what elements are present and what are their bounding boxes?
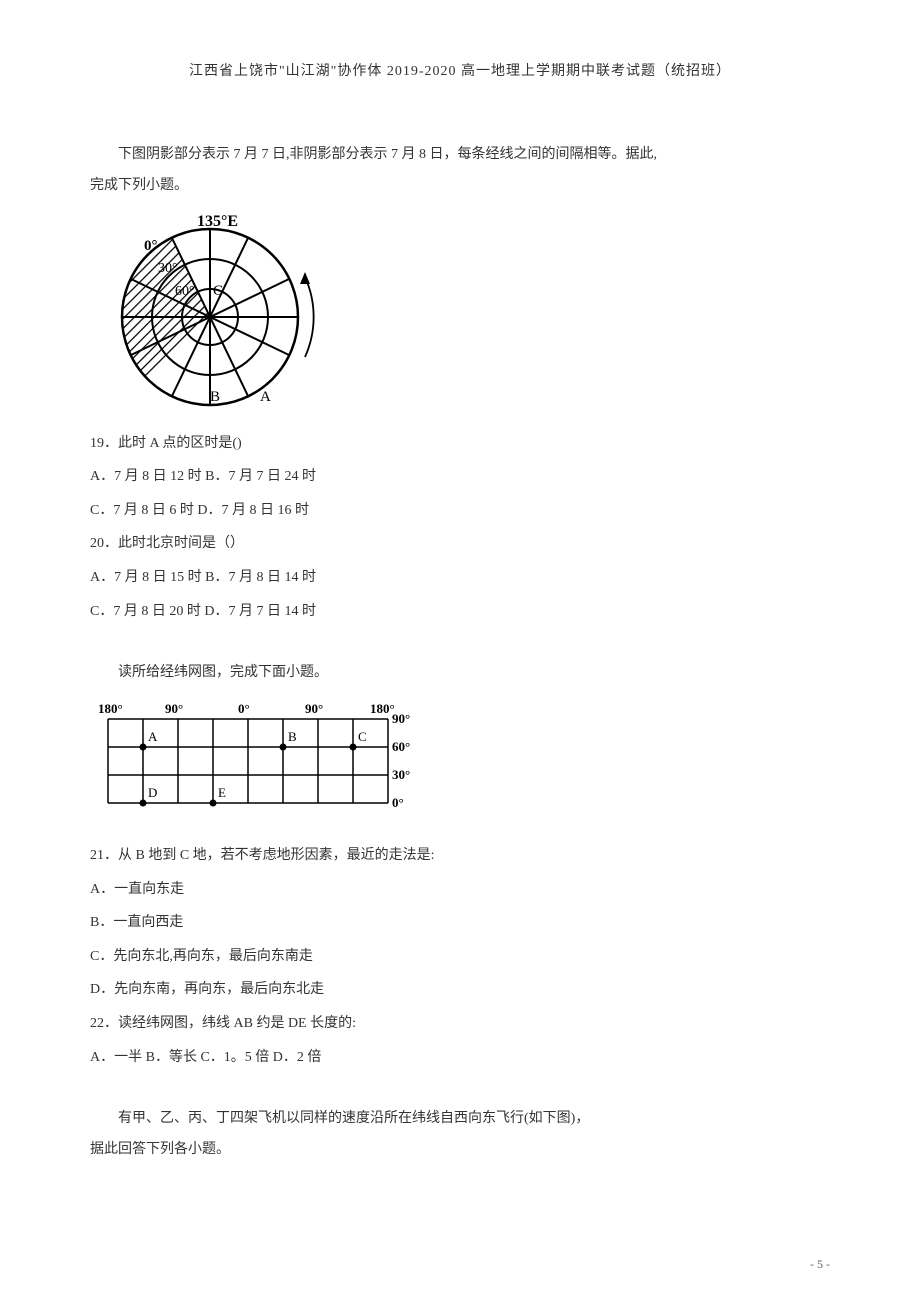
section1-intro-line2: 完成下列小题。 <box>90 171 830 202</box>
q20-opts-cd: C．7 月 8 日 20 时 D．7 月 7 日 14 时 <box>90 595 830 629</box>
q22-opts: A．一半 B．等长 C．1。5 倍 D．2 倍 <box>90 1041 830 1075</box>
svg-text:0°: 0° <box>238 701 250 716</box>
label-135e: 135°E <box>197 213 238 230</box>
q21-opt-c: C．先向东北,再向东，最后向东南走 <box>90 940 830 974</box>
section3-intro1: 有甲、乙、丙、丁四架飞机以同样的速度沿所在纬线自西向东飞行(如下图)， <box>90 1104 830 1135</box>
page-header: 江西省上饶市"山江湖"协作体 2019-2020 高一地理上学期期中联考试题（统… <box>90 60 830 80</box>
svg-text:E: E <box>218 785 226 800</box>
label-30deg: 30° <box>158 261 178 276</box>
svg-text:90°: 90° <box>392 711 410 726</box>
q20-prompt: 20．此时北京时间是（） <box>90 527 830 561</box>
svg-text:180°: 180° <box>98 701 123 716</box>
svg-text:30°: 30° <box>392 767 410 782</box>
svg-text:90°: 90° <box>165 701 183 716</box>
svg-text:A: A <box>148 729 158 744</box>
polar-diagram: 135°E 0° 30° 60° C B A <box>110 212 830 412</box>
svg-text:D: D <box>148 785 157 800</box>
q21-prompt: 21．从 B 地到 C 地，若不考虑地形因素，最近的走法是: <box>90 839 830 873</box>
q21-opt-d: D．先向东南，再向东，最后向东北走 <box>90 973 830 1007</box>
svg-text:C: C <box>358 729 367 744</box>
svg-text:60°: 60° <box>392 739 410 754</box>
q22-prompt: 22．读经纬网图，纬线 AB 约是 DE 长度的: <box>90 1007 830 1041</box>
label-60deg: 60° <box>175 284 195 299</box>
label-a: A <box>260 389 271 405</box>
svg-text:B: B <box>288 729 297 744</box>
section3-intro2: 据此回答下列各小题。 <box>90 1135 830 1166</box>
q21-opt-a: A．一直向东走 <box>90 873 830 907</box>
label-0deg: 0° <box>144 238 158 254</box>
q21-opt-b: B．一直向西走 <box>90 906 830 940</box>
grid-diagram: 180° 90° 0° 90° 180° 90° 60° 30° 0° <box>90 699 830 824</box>
section1-intro-line1: 下图阴影部分表示 7 月 7 日,非阴影部分表示 7 月 8 日，每条经线之间的… <box>90 140 830 171</box>
section2-intro: 读所给经纬网图，完成下面小题。 <box>90 658 830 689</box>
page-number: - 5 - <box>810 1257 830 1272</box>
q19-opts-cd: C．7 月 8 日 6 时 D．7 月 8 日 16 时 <box>90 494 830 528</box>
label-c: C <box>213 283 223 299</box>
q19-opts-ab: A．7 月 8 日 12 时 B．7 月 7 日 24 时 <box>90 460 830 494</box>
q20-opts-ab: A．7 月 8 日 15 时 B．7 月 8 日 14 时 <box>90 561 830 595</box>
label-b: B <box>210 389 220 405</box>
svg-text:180°: 180° <box>370 701 395 716</box>
svg-text:90°: 90° <box>305 701 323 716</box>
svg-text:0°: 0° <box>392 795 404 810</box>
q19-prompt: 19．此时 A 点的区时是() <box>90 427 830 461</box>
